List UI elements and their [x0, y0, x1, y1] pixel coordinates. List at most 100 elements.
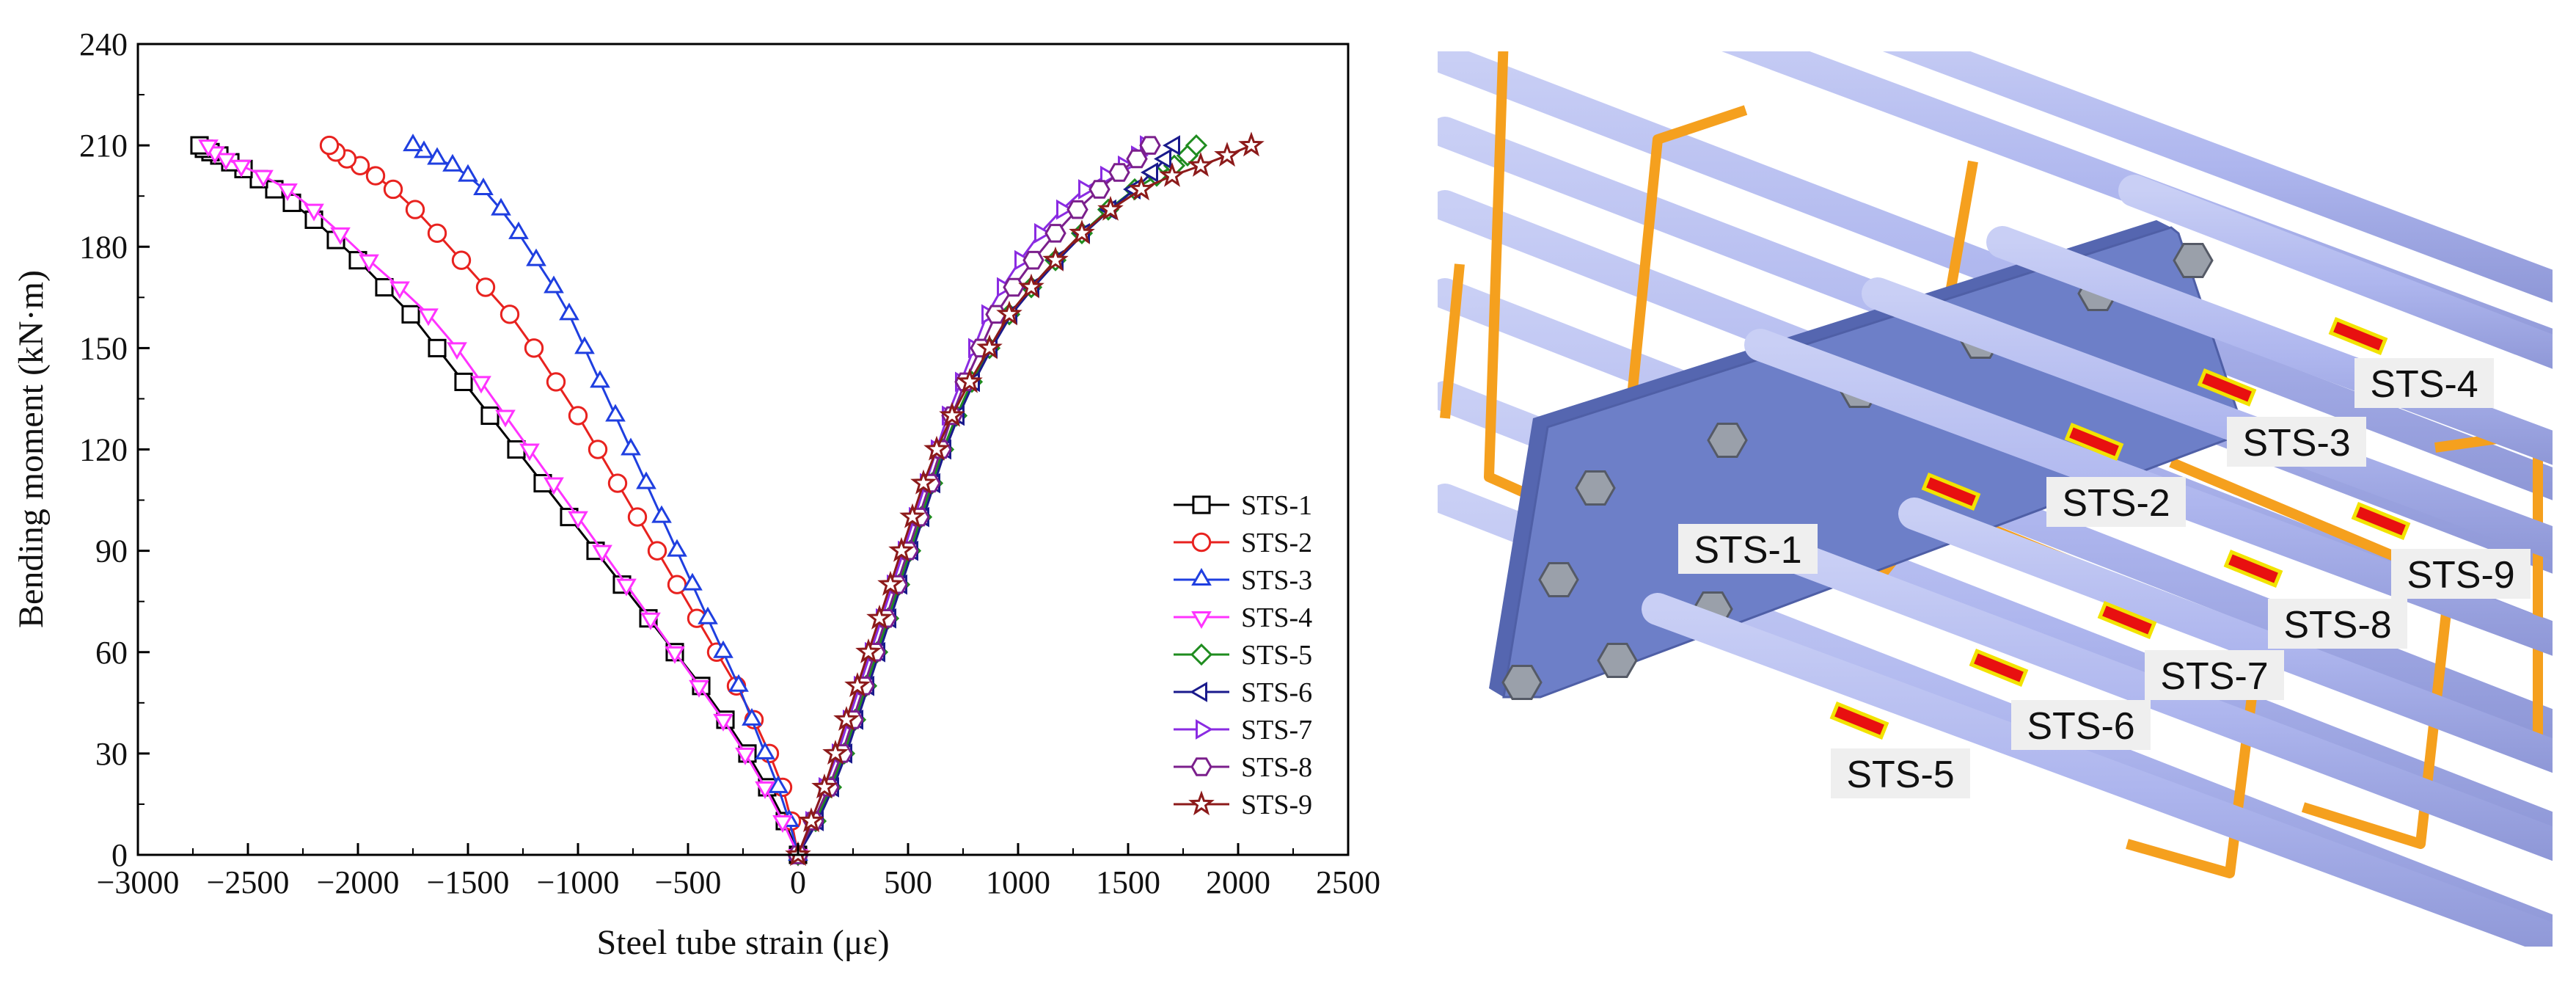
bolt-icon [1707, 422, 1748, 459]
data-point [1159, 161, 1185, 187]
strain-gauge-8 [2223, 549, 2283, 588]
data-point [713, 640, 733, 658]
data-point [1078, 179, 1097, 200]
data-point [877, 570, 904, 596]
data-point [822, 740, 849, 765]
x-axis-title: Steel tube strain (με) [596, 923, 889, 962]
data-point [473, 177, 494, 195]
data-point [428, 338, 447, 357]
tube-front-3 [1986, 226, 2553, 465]
data-point [1034, 222, 1052, 244]
legend-item-sts-2: STS-2 [1174, 528, 1312, 558]
data-point [253, 170, 274, 188]
y-tick-label: 120 [79, 432, 128, 468]
legend-marker [1191, 611, 1212, 630]
strain-gauge-5 [1829, 701, 1889, 740]
data-point [491, 197, 511, 216]
legend-item-sts-1: STS-1 [1174, 490, 1312, 521]
data-point [923, 435, 950, 461]
x-tick-label: −1500 [427, 864, 510, 900]
data-point [442, 153, 463, 172]
series-line [199, 144, 799, 856]
legend-item-sts-8: STS-8 [1174, 752, 1312, 783]
legend-marker [1191, 532, 1212, 553]
tube-bg-8 [1882, 51, 2553, 303]
tube-front-7 [1898, 498, 2553, 773]
data-point [910, 469, 937, 495]
legend: STS-1 STS-2 STS-3 STS-4 STS-5 STS-6 STS-7 STS-8… [1174, 490, 1312, 820]
data-point [568, 511, 588, 529]
data-point [627, 507, 648, 527]
data-point [811, 773, 838, 799]
strain-gauge-9 [2351, 501, 2411, 541]
svg-text:STS-3: STS-3 [2242, 422, 2350, 464]
series-sts-8 [787, 136, 1161, 864]
data-point [956, 368, 983, 393]
legend-label: STS-1 [1241, 490, 1312, 521]
data-point [568, 406, 588, 426]
data-point [1108, 163, 1130, 182]
data-point [682, 572, 703, 591]
data-point [1088, 180, 1110, 199]
label-sts-5: STS-5 [1831, 748, 1970, 798]
data-point [216, 153, 236, 171]
data-point [546, 372, 566, 392]
stirrup-7 [1440, 263, 1465, 419]
bolt-icon [1501, 664, 1543, 701]
data-point [647, 541, 667, 561]
legend-label: STS-3 [1241, 565, 1312, 596]
data-point [375, 277, 394, 297]
y-tick-label: 210 [79, 128, 128, 164]
svg-text:STS-4: STS-4 [2370, 363, 2478, 406]
data-point [1163, 135, 1180, 156]
data-point [304, 203, 324, 222]
x-tick-label: 0 [790, 864, 806, 900]
y-tick-label: 240 [79, 26, 128, 62]
data-point [855, 638, 882, 663]
svg-text:STS-8: STS-8 [2283, 604, 2391, 646]
x-tick-label: −500 [655, 864, 722, 900]
data-point [508, 221, 529, 239]
data-point [1042, 246, 1069, 271]
bending-moment-chart: −3000 −2500 −2000 −1500 −1000 −500 0 500 1000 150… [12, 26, 1380, 962]
svg-text:STS-5: STS-5 [1846, 754, 1954, 796]
data-point [500, 305, 520, 324]
data-point [574, 336, 595, 354]
label-sts-4: STS-4 [2354, 358, 2494, 408]
data-point [772, 814, 793, 833]
x-tick-label: 500 [884, 864, 932, 900]
data-point [665, 646, 685, 664]
data-point [605, 404, 626, 422]
bolt-icon [1538, 561, 1579, 598]
data-point [330, 227, 351, 245]
data-point [1128, 175, 1155, 201]
tube-front-4 [2118, 175, 2553, 369]
label-sts-2: STS-2 [2046, 477, 2186, 527]
legend-marker [1189, 682, 1207, 702]
series-sts-9 [785, 131, 1265, 867]
data-point [277, 183, 298, 201]
data-point [621, 437, 641, 456]
data-point [405, 200, 425, 219]
data-point [755, 741, 775, 759]
data-point [403, 134, 423, 152]
y-tick-label: 30 [95, 736, 128, 772]
bolt-icon [1575, 470, 1616, 506]
strain-gauges [1829, 316, 2411, 740]
legend-marker [1190, 643, 1213, 666]
data-point [588, 440, 608, 459]
data-point [559, 302, 579, 321]
series-sts-2 [319, 135, 808, 865]
x-tick-label: −3000 [97, 864, 180, 900]
data-point [667, 575, 687, 594]
data-point [495, 409, 516, 428]
legend-marker [1190, 757, 1212, 776]
strain-gauge-3 [2197, 368, 2257, 407]
data-point [888, 536, 915, 562]
label-sts-9: STS-9 [2391, 549, 2531, 599]
data-point [651, 505, 672, 523]
strain-gauge-4 [2328, 316, 2388, 356]
legend-marker [1196, 719, 1214, 740]
legend-item-sts-7: STS-7 [1174, 715, 1312, 746]
data-point [735, 747, 755, 765]
